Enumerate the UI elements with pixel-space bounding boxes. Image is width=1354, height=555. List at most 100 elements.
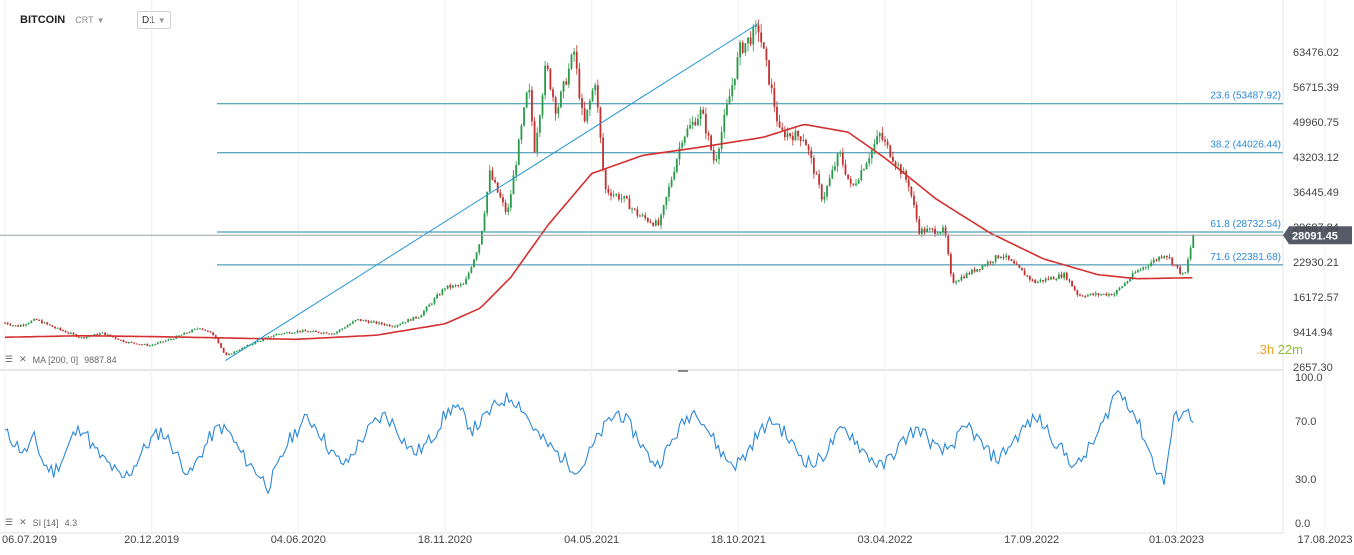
candle	[96, 334, 99, 336]
candle	[839, 152, 842, 154]
candle	[77, 336, 80, 338]
candle-timer: .3h 22m	[1256, 342, 1303, 357]
price-axis: 63476.02 56715.39 49960.75 43203.12 36445.49…	[1293, 47, 1339, 374]
candle	[338, 329, 341, 332]
candle	[459, 284, 462, 286]
candle	[1089, 293, 1092, 295]
candle	[1176, 264, 1179, 267]
candle	[575, 51, 578, 69]
candle	[35, 318, 38, 320]
candle	[994, 255, 997, 262]
candle	[949, 254, 952, 274]
candle	[475, 252, 478, 260]
candle	[164, 340, 167, 342]
candle	[623, 195, 626, 199]
candle	[762, 42, 765, 49]
candle	[177, 335, 180, 337]
candle	[826, 186, 828, 197]
fib-label: 23.6 (53487.92)	[1210, 91, 1281, 102]
candle	[375, 321, 378, 324]
symbol-label: BITCOIN	[20, 14, 66, 26]
candle	[1081, 295, 1084, 297]
candle	[225, 352, 228, 356]
fib-label: 38.2 (44026.44)	[1210, 140, 1281, 151]
candle	[973, 269, 976, 272]
time-tick-label: 18.10.2021	[711, 534, 766, 546]
candle	[417, 317, 420, 319]
candle	[984, 265, 987, 267]
candle	[557, 107, 560, 114]
candle	[312, 330, 315, 332]
candle	[151, 344, 154, 346]
candle	[154, 344, 157, 346]
candle	[934, 228, 936, 234]
candle	[93, 334, 96, 336]
price-tick-label: 2657.30	[1293, 362, 1333, 374]
candle	[220, 343, 222, 348]
candle	[675, 159, 678, 172]
candle	[299, 330, 301, 332]
candle	[454, 285, 457, 287]
candle	[193, 328, 196, 330]
rsi-indicator-legend: ☰ ✕ SI [14] 4.3	[5, 517, 77, 528]
candle	[51, 325, 54, 327]
menu-icon[interactable]: ☰	[5, 354, 14, 364]
candle	[138, 344, 141, 346]
candle	[423, 310, 425, 316]
candle	[101, 332, 104, 334]
candle	[670, 179, 673, 187]
candle	[238, 349, 241, 351]
candle	[957, 280, 960, 282]
candle	[923, 228, 926, 233]
candle	[952, 273, 955, 283]
candle	[965, 273, 968, 279]
candle	[1150, 262, 1153, 267]
price-tick-label: 63476.02	[1293, 47, 1339, 59]
candle	[604, 169, 607, 190]
rsi-line	[4, 389, 1194, 495]
candle	[293, 332, 296, 334]
candle	[1121, 286, 1124, 288]
candle	[401, 322, 404, 324]
candle	[206, 330, 209, 332]
candle	[660, 215, 662, 226]
candle	[9, 324, 12, 326]
menu-icon[interactable]: ☰	[5, 517, 14, 527]
candle	[612, 194, 615, 196]
candle	[1108, 293, 1110, 296]
candle	[802, 139, 805, 141]
candle	[399, 323, 402, 325]
candle	[27, 323, 30, 325]
close-icon[interactable]: ✕	[19, 517, 27, 527]
candle	[931, 228, 934, 230]
candle	[1144, 266, 1147, 268]
instrument-type[interactable]: CRT ▼	[75, 15, 104, 25]
candle	[646, 218, 649, 222]
candle	[1039, 280, 1042, 282]
candle	[754, 25, 757, 28]
candle	[915, 205, 918, 220]
candle	[201, 328, 204, 330]
candle	[749, 37, 752, 45]
price-tick-label: 36445.49	[1293, 187, 1339, 199]
trendline[interactable]	[225, 22, 759, 361]
candle	[125, 341, 128, 343]
close-icon[interactable]: ✕	[19, 354, 27, 364]
candle	[1192, 235, 1195, 248]
candle	[581, 98, 583, 109]
timeframe-select[interactable]: D1 ▼	[137, 11, 171, 29]
candle	[844, 164, 847, 175]
candle	[328, 333, 330, 335]
candle	[351, 321, 354, 324]
candle	[172, 338, 175, 340]
price-tick-label: 56715.39	[1293, 82, 1339, 94]
candle	[910, 186, 913, 196]
candle	[254, 342, 257, 345]
candle	[565, 81, 568, 85]
candle	[791, 135, 794, 141]
candle	[380, 322, 383, 325]
candle	[98, 333, 101, 336]
candle	[359, 319, 362, 321]
candle	[899, 164, 902, 175]
